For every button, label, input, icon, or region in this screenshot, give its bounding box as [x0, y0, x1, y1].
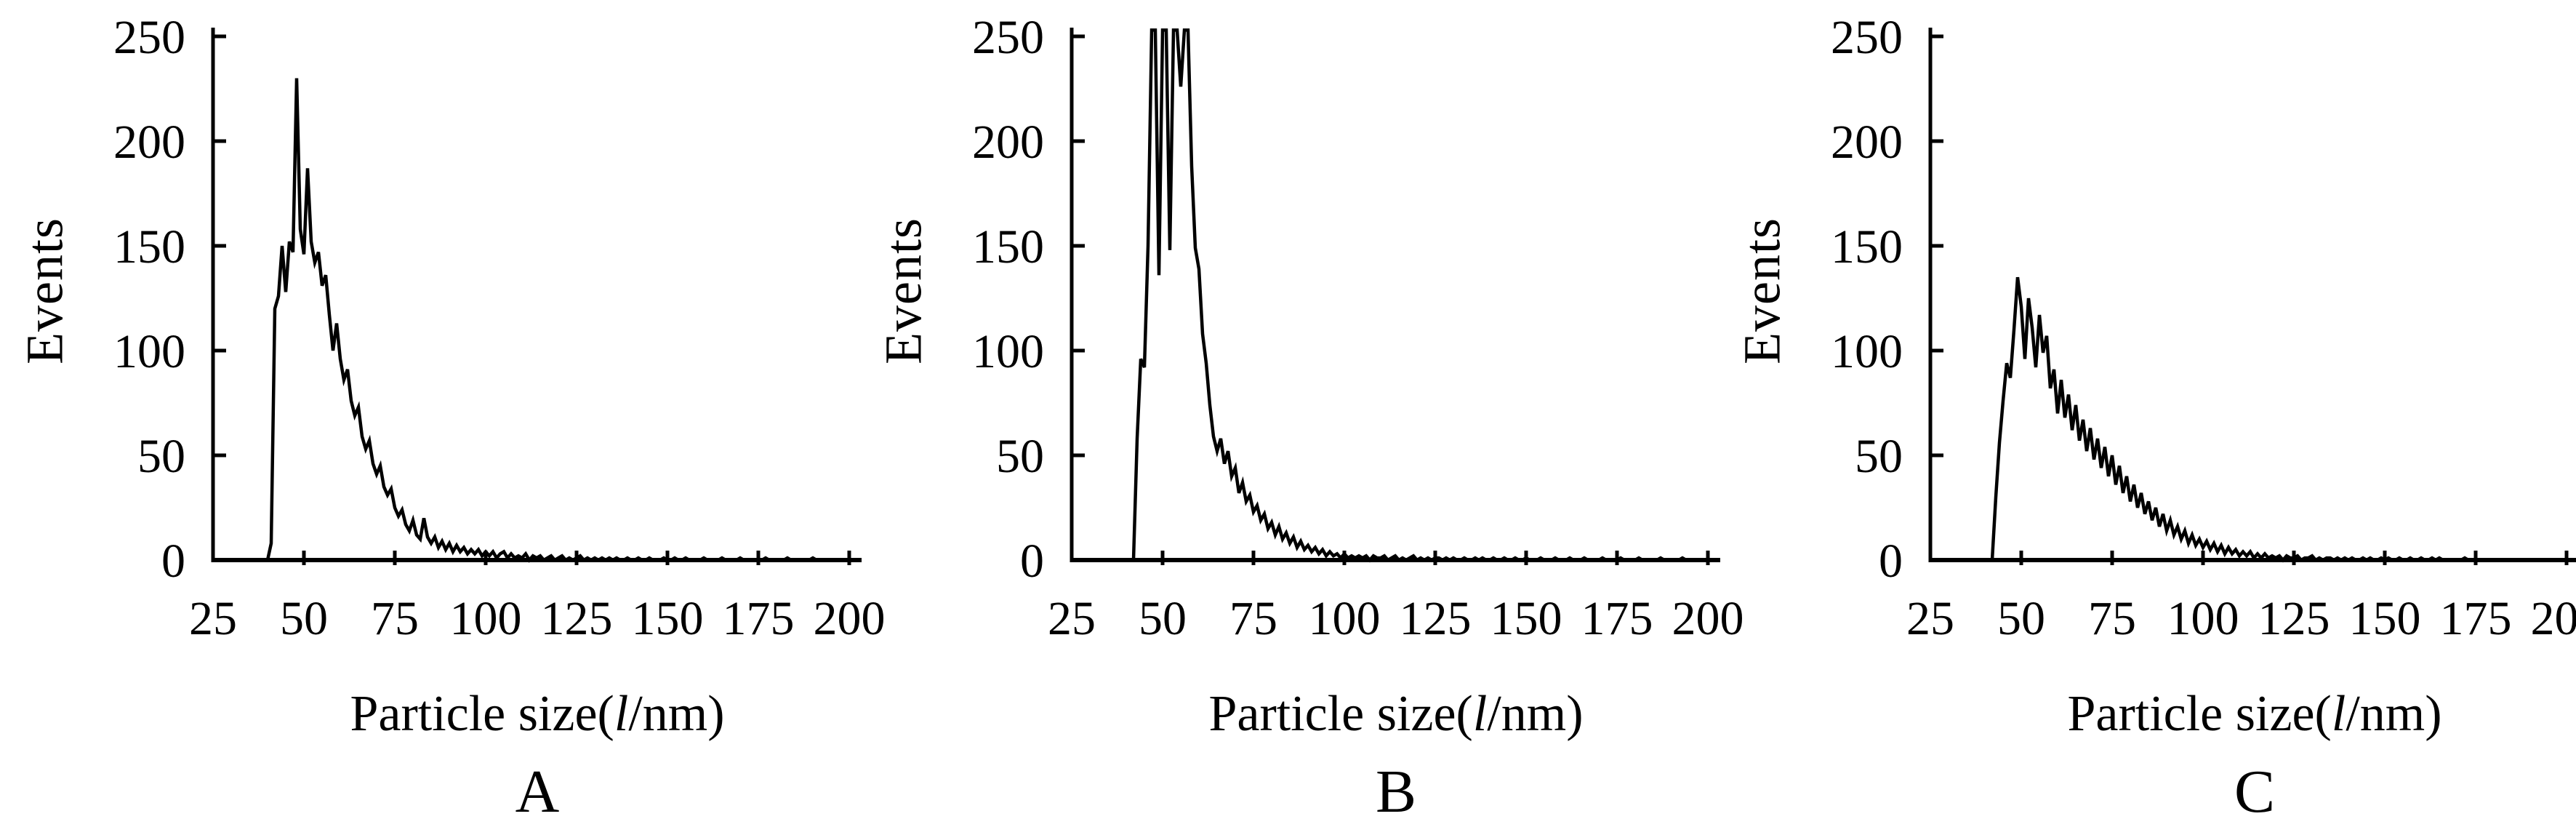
y-tick-label: 250	[113, 11, 185, 64]
y-tick-label: 0	[1020, 535, 1044, 588]
x-tick-label: 150	[2349, 592, 2421, 645]
y-tick-label: 0	[1879, 535, 1903, 588]
x-tick-label: 100	[450, 592, 522, 645]
x-axis-title: Particle size(l/nm)	[1930, 685, 2576, 743]
x-axis-title-symbol: l	[2332, 686, 2346, 742]
x-tick-label: 25	[1048, 592, 1096, 645]
x-tick-label: 125	[1400, 592, 1472, 645]
x-axis-title-suffix: /nm)	[2346, 686, 2441, 742]
y-tick-label: 100	[113, 325, 185, 378]
histogram-curve	[1133, 30, 1708, 560]
y-tick-label: 0	[161, 535, 185, 588]
y-tick-label: 150	[113, 220, 185, 273]
y-tick-label: 150	[972, 220, 1044, 273]
x-tick-label: 175	[1581, 592, 1653, 645]
panel-label: A	[213, 756, 862, 827]
x-tick-label: 200	[2531, 592, 2576, 645]
x-tick-label: 75	[2088, 592, 2136, 645]
x-axis-title-suffix: /nm)	[628, 686, 724, 742]
y-tick-label: 200	[1831, 116, 1903, 169]
x-tick-label: 150	[632, 592, 704, 645]
y-tick-label: 50	[137, 430, 185, 483]
x-tick-label: 125	[2258, 592, 2330, 645]
x-tick-label: 150	[1490, 592, 1562, 645]
y-tick-label: 100	[1831, 325, 1903, 378]
y-tick-label: 250	[972, 11, 1044, 64]
y-tick-label: 150	[1831, 220, 1903, 273]
x-tick-label: 25	[189, 592, 237, 645]
x-tick-label: 100	[1309, 592, 1381, 645]
x-tick-label: 100	[2167, 592, 2239, 645]
x-axis-title-symbol: l	[1473, 686, 1487, 742]
histogram-curve	[268, 79, 849, 560]
x-tick-label: 75	[1229, 592, 1277, 645]
x-axis-title-suffix: /nm)	[1487, 686, 1583, 742]
x-tick-label: 175	[723, 592, 795, 645]
histogram-curve	[1992, 277, 2567, 560]
x-tick-label: 50	[280, 592, 328, 645]
x-axis-title-prefix: Particle size(	[2067, 686, 2331, 742]
x-tick-label: 125	[541, 592, 613, 645]
y-tick-label: 50	[1855, 430, 1903, 483]
x-tick-label: 25	[1906, 592, 1954, 645]
panel-label: B	[1072, 756, 1720, 827]
x-tick-label: 175	[2440, 592, 2512, 645]
x-tick-label: 75	[371, 592, 419, 645]
y-tick-label: 250	[1831, 11, 1903, 64]
y-tick-label: 200	[972, 116, 1044, 169]
y-tick-label: 100	[972, 325, 1044, 378]
x-axis-title: Particle size(l/nm)	[213, 685, 862, 743]
x-axis-title-prefix: Particle size(	[350, 686, 614, 742]
y-tick-label: 200	[113, 116, 185, 169]
x-tick-label: 50	[1997, 592, 2045, 645]
x-axis-title: Particle size(l/nm)	[1072, 685, 1720, 743]
x-tick-label: 50	[1139, 592, 1187, 645]
y-tick-label: 50	[996, 430, 1044, 483]
x-axis-title-prefix: Particle size(	[1208, 686, 1472, 742]
x-axis-title-symbol: l	[614, 686, 628, 742]
panel-label: C	[1930, 756, 2576, 827]
